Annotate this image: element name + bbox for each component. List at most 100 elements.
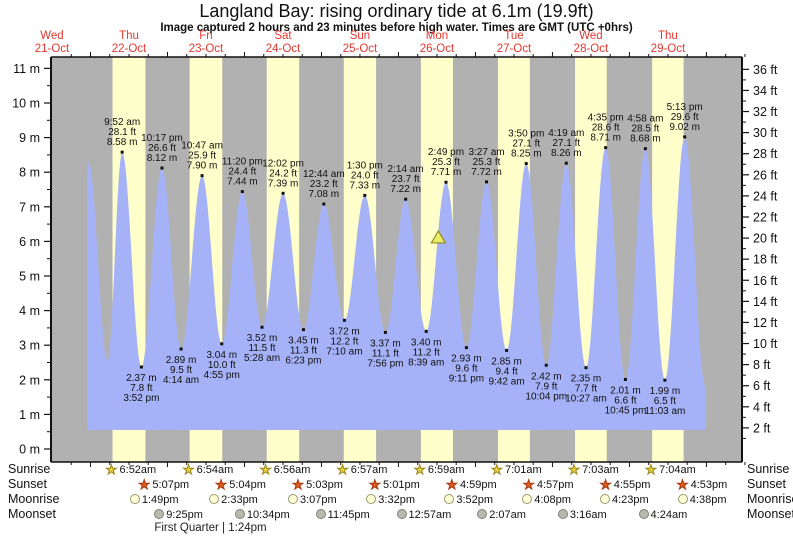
left-axis-label: 11 m (13, 62, 40, 76)
low-tide-dot (663, 378, 667, 382)
moonset-time: 9:25pm (166, 508, 203, 521)
right-axis-label: 4 ft (753, 400, 771, 414)
right-axis-label: 12 ft (753, 316, 778, 330)
right-axis-label: 8 ft (753, 358, 771, 372)
right-axis-label: 2 ft (753, 421, 771, 435)
sunrise-time: 7:04am (659, 463, 696, 476)
sunset-time: 5:07pm (152, 478, 190, 491)
low-tide-dot (342, 318, 346, 322)
moonrise-icon (287, 494, 298, 504)
low-tide-label: 3.45 m 11.3 ft 6:23 pm (285, 336, 321, 367)
page-title: Langland Bay: rising ordinary tide at 6.… (199, 1, 594, 21)
day-date-label: 26-Oct (420, 43, 455, 55)
high-tide-label: 3:27 am 25.3 ft 7.72 m (468, 147, 504, 178)
high-tide-dot (120, 150, 124, 154)
low-tide-label: 3.37 m 11.1 ft 7:56 pm (367, 338, 403, 369)
sunrise-icon: ★ (182, 462, 195, 477)
current-tide-marker (430, 229, 447, 244)
high-tide-dot (564, 161, 568, 165)
high-tide-dot (643, 147, 647, 151)
high-tide-dot (240, 190, 244, 194)
high-tide-label: 2:14 am 23.7 ft 7.22 m (388, 164, 424, 195)
low-tide-dot (383, 330, 387, 334)
sunset-time: 5:01pm (383, 478, 420, 491)
moon-phase-note: First Quarter | 1:24pm (154, 522, 267, 534)
left-axis-label: 5 m (19, 270, 40, 284)
moonrise-icon (522, 494, 533, 504)
high-tide-label: 3:50 pm 27.1 ft 8.25 m (508, 129, 544, 160)
moonset-time: 11:45pm (327, 508, 370, 521)
moonset-time: 3:16am (569, 508, 607, 521)
moonset-icon (638, 509, 649, 519)
low-tide-label: 2.37 m 7.8 ft 3:52 pm (123, 373, 159, 404)
row-label-sunrise: Sunrise (8, 462, 51, 476)
left-axis-label: 2 m (19, 373, 40, 387)
day-name-label: Fri (199, 30, 212, 42)
low-tide-dot (464, 346, 468, 350)
sunrise-time: 7:01am (504, 463, 542, 476)
sunset-icon: ★ (369, 477, 382, 492)
low-tide-dot (301, 328, 305, 332)
row-label-moonrise-right: Moonrise (747, 492, 793, 506)
moonrise-time: 3:52pm (456, 493, 494, 506)
sunrise-time: 6:59am (427, 463, 465, 476)
sunrise-time: 7:03am (582, 463, 619, 476)
high-tide-dot (524, 162, 528, 166)
row-label-sunset-right: Sunset (747, 477, 786, 491)
high-tide-dot (160, 166, 164, 170)
row-label-sunset: Sunset (8, 477, 47, 491)
right-axis-label: 6 ft (753, 379, 771, 393)
sunrise-time: 6:57am (350, 463, 388, 476)
sunrise-icon: ★ (490, 462, 503, 477)
right-axis-label: 16 ft (753, 274, 778, 288)
left-axis-label: 3 m (19, 339, 40, 353)
low-tide-label: 3.52 m 11.5 ft 5:28 am (244, 333, 280, 364)
low-tide-dot (424, 329, 428, 333)
sunset-icon: ★ (445, 477, 458, 492)
high-tide-label: 12:44 am 23.2 ft 7.08 m (303, 169, 345, 200)
moonset-icon (234, 509, 245, 519)
page-subtitle: Image captured 2 hours and 23 minutes be… (160, 22, 633, 34)
moonset-time: 4:24am (650, 508, 688, 521)
sunset-time: 5:04pm (229, 478, 266, 491)
day-name-label: Thu (658, 30, 678, 42)
low-tide-dot (220, 342, 224, 346)
low-tide-dot (584, 366, 588, 370)
sunrise-icon: ★ (336, 462, 349, 477)
moonset-time: 10:34pm (246, 508, 290, 521)
high-tide-label: 2:49 pm 25.3 ft 7.71 m (428, 147, 464, 178)
sunrise-icon: ★ (568, 462, 581, 477)
right-axis-label: 32 ft (753, 105, 778, 119)
high-tide-dot (200, 174, 204, 178)
high-tide-label: 10:47 am 25.9 ft 7.90 m (181, 141, 223, 172)
right-axis-label: 18 ft (753, 253, 778, 267)
moonrise-icon (600, 494, 610, 504)
sunrise-icon: ★ (645, 462, 658, 477)
left-axis-label: 4 m (19, 304, 40, 318)
high-tide-dot (322, 202, 326, 206)
day-date-label: 25-Oct (343, 43, 378, 55)
high-tide-label: 4:58 am 28.5 ft 8.68 m (627, 114, 663, 145)
sunset-icon: ★ (215, 477, 228, 492)
moonrise-time: 4:38pm (689, 493, 727, 506)
sunset-icon: ★ (676, 477, 689, 492)
moonrise-time: 2:33pm (221, 493, 258, 506)
moonset-time: 2:07am (489, 508, 526, 521)
day-date-label: 24-Oct (266, 43, 301, 55)
moonrise-time: 4:08pm (534, 493, 571, 506)
moonrise-time: 3:07pm (299, 493, 337, 506)
sunset-time: 5:03pm (306, 478, 343, 491)
right-axis-label: 10 ft (753, 337, 778, 351)
low-tide-dot (139, 365, 143, 369)
high-tide-label: 1:30 pm 24.0 ft 7.33 m (347, 160, 383, 191)
low-tide-label: 2.01 m 6.6 ft 10:45 pm (605, 385, 647, 416)
low-tide-label: 3.40 m 11.2 ft 8:39 am (408, 337, 444, 368)
day-date-label: 28-Oct (574, 43, 609, 55)
row-label-sunrise-right: Sunrise (747, 462, 790, 476)
row-label-moonset: Moonset (8, 507, 56, 521)
row-label-moonset-right: Moonset (747, 507, 793, 521)
high-tide-dot (281, 191, 285, 195)
low-tide-dot (179, 347, 183, 351)
sunset-icon: ★ (138, 477, 151, 492)
